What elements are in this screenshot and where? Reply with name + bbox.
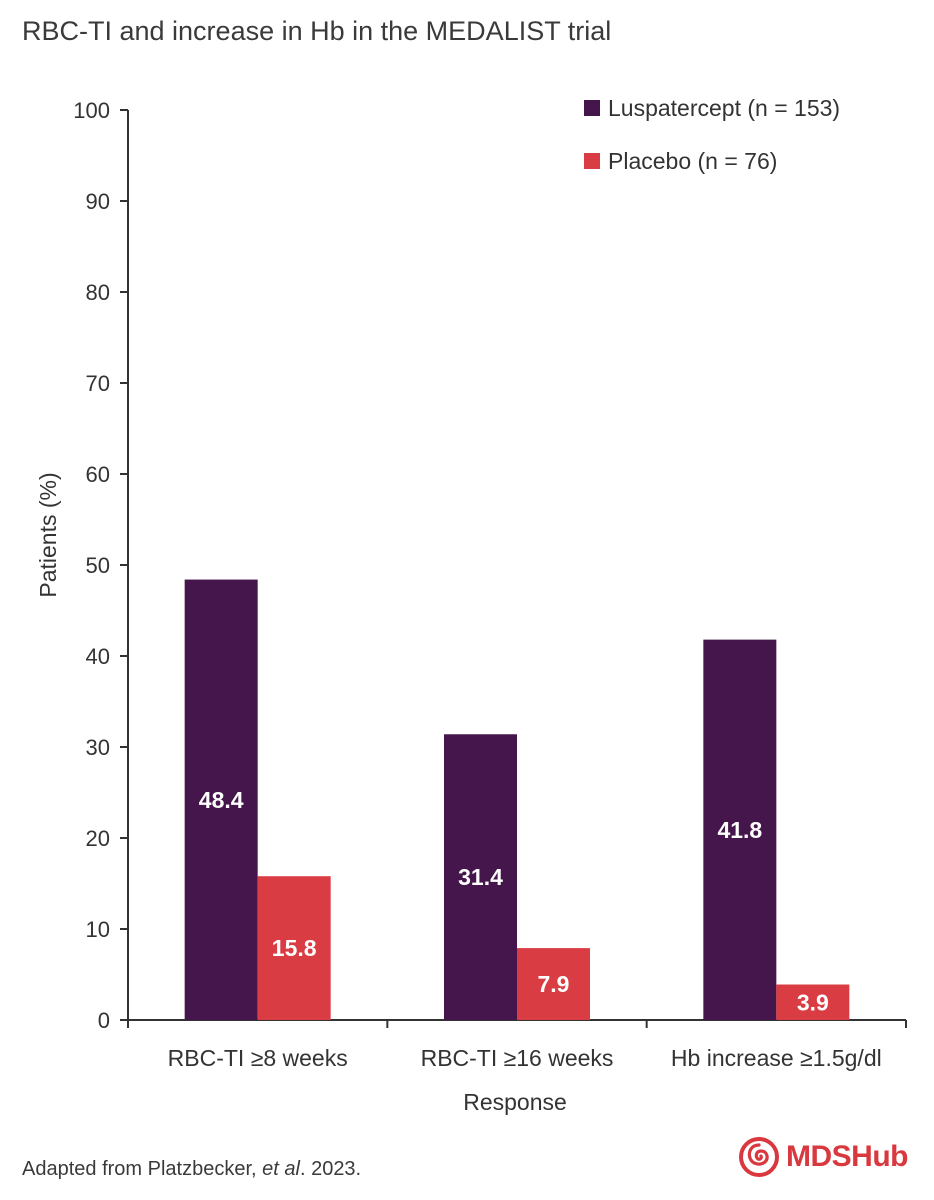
- chart-title: RBC-TI and increase in Hb in the MEDALIS…: [22, 16, 612, 46]
- x-tick-label-0: RBC-TI ≥8 weeks: [168, 1045, 348, 1071]
- bar-1-1: [517, 948, 590, 1020]
- y-tick-label-60: 60: [86, 462, 110, 487]
- source-note: Adapted from Platzbecker, et al. 2023.: [22, 1158, 361, 1181]
- y-tick-label-50: 50: [86, 553, 110, 578]
- data-label-0-2: 41.8: [717, 817, 762, 843]
- brand-logo: MDSHub: [738, 1136, 908, 1178]
- data-label-0-1: 31.4: [458, 864, 503, 890]
- data-label-0-0: 48.4: [199, 787, 244, 813]
- source-suffix: . 2023.: [299, 1158, 362, 1180]
- brand-name-part2: Hub: [851, 1140, 908, 1173]
- y-tick-label-90: 90: [86, 189, 110, 214]
- y-tick-label-80: 80: [86, 280, 110, 305]
- brand-name-part1: MDS: [786, 1140, 852, 1173]
- y-tick-label-40: 40: [86, 644, 110, 669]
- x-tick-label-1: RBC-TI ≥16 weeks: [421, 1045, 614, 1071]
- bar-0-2: [703, 639, 777, 1020]
- bar-1-0: [257, 876, 331, 1020]
- y-tick-label-70: 70: [86, 371, 110, 396]
- legend-swatch-1: [584, 153, 600, 169]
- source-prefix: Adapted from Platzbecker,: [22, 1158, 263, 1180]
- data-label-1-1: 7.9: [538, 971, 570, 997]
- legend-label-1: Placebo (n = 76): [608, 148, 777, 174]
- x-tick-label-2: Hb increase ≥1.5g/dl: [671, 1045, 882, 1071]
- bar-1-2: [776, 984, 850, 1020]
- y-axis-title: Patients (%): [35, 472, 61, 597]
- x-axis-title: Response: [463, 1089, 567, 1115]
- y-tick-label-0: 0: [98, 1008, 110, 1033]
- bar-0-1: [444, 734, 517, 1020]
- source-italic: et al: [262, 1158, 300, 1180]
- data-label-1-0: 15.8: [272, 935, 317, 961]
- y-tick-label-10: 10: [86, 917, 110, 942]
- y-tick-label-100: 100: [73, 98, 110, 123]
- bar-0-0: [184, 579, 258, 1020]
- mdshub-logo-icon: [739, 1137, 779, 1177]
- y-tick-label-20: 20: [86, 826, 110, 851]
- legend-label-0: Luspatercept (n = 153): [608, 95, 840, 121]
- legend-swatch-0: [584, 100, 600, 116]
- brand-name: MDSHub: [786, 1140, 908, 1174]
- data-label-1-2: 3.9: [797, 989, 829, 1015]
- y-tick-label-30: 30: [86, 735, 110, 760]
